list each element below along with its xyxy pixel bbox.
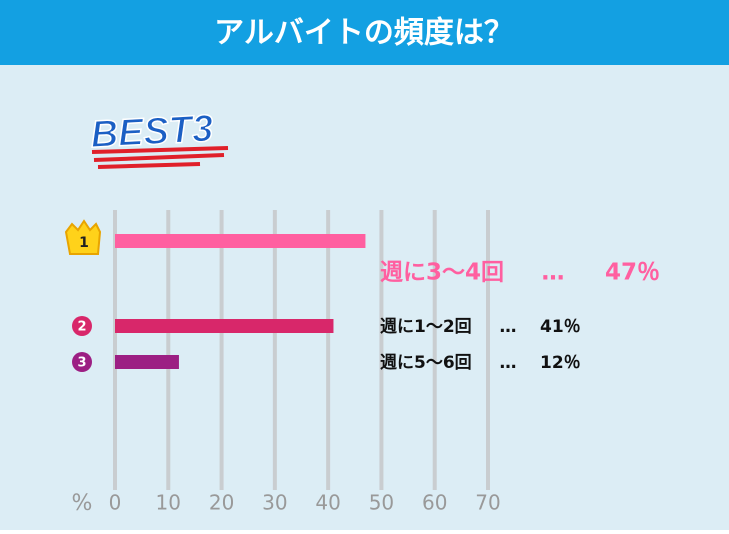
separator: … [542,260,565,286]
x-tick-label: 40 [315,491,340,515]
rank-label: 3 [77,356,86,371]
x-tick-label: 30 [262,491,287,515]
badge-underline [91,146,229,169]
chart-title: アルバイトの頻度は？ [214,16,514,51]
bar [115,355,179,369]
x-tick-label: 50 [369,491,394,515]
value-label: 47％ [605,260,660,286]
x-tick-label: 10 [156,491,181,515]
badge-text: BEST3 [90,108,215,156]
separator: … [500,353,517,373]
category-label: 週に3〜4回 [380,260,504,286]
badge: BEST3 [89,107,229,169]
x-axis-label: % [72,491,93,516]
rank-icon [72,316,92,336]
header [0,0,729,65]
x-tick-label: 0 [109,491,122,515]
x-tick-label: 60 [422,491,447,515]
category-label: 週に1〜2回 [380,317,472,337]
value-label: 41％ [540,317,581,337]
value-label: 12％ [540,353,581,373]
separator: … [500,317,517,337]
crown-icon [64,219,102,255]
x-tick-label: 20 [209,491,234,515]
rank-icon [72,352,92,372]
bar [115,234,366,248]
bar [115,319,334,333]
rank-label: 2 [77,320,86,335]
rank-label: 1 [79,235,89,251]
x-tick-label: 70 [475,491,500,515]
category-label: 週に5〜6回 [380,353,472,373]
